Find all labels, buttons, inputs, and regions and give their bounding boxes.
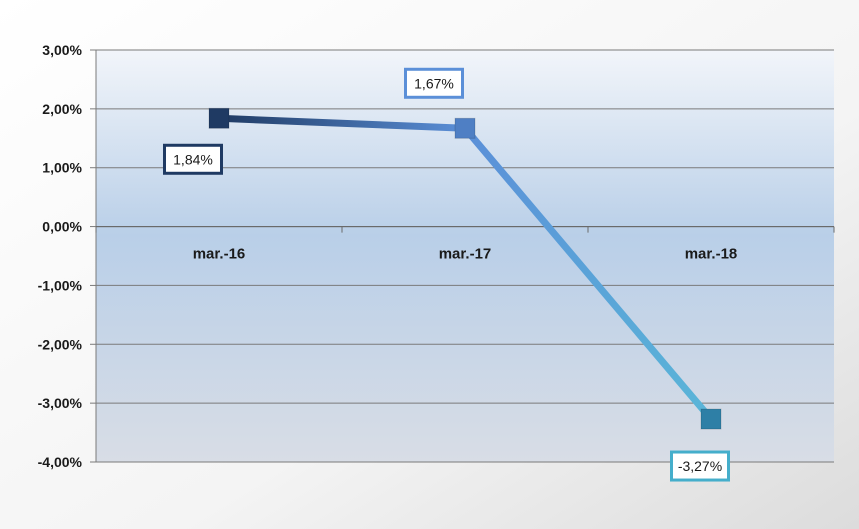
series-points	[208, 107, 722, 430]
y-tick-label: -3,00%	[38, 395, 83, 411]
data-label-text: -3,27%	[678, 458, 722, 474]
y-tick-label: 2,00%	[42, 101, 82, 117]
data-label: 1,67%	[404, 67, 464, 99]
data-label-box	[163, 143, 223, 175]
data-label: 1,84%	[163, 143, 223, 175]
data-labels: 1,84% 1,67% -3,27%	[163, 67, 730, 482]
data-label-box	[404, 67, 464, 99]
data-label-text: 1,84%	[173, 151, 213, 167]
y-tick-label: 0,00%	[42, 219, 82, 235]
series-line-segment	[215, 114, 469, 132]
x-tick-label: mar.-17	[439, 246, 492, 263]
y-tick-label: 1,00%	[42, 160, 82, 176]
y-tick-label: 3,00%	[42, 42, 82, 58]
y-tick-label: -4,00%	[38, 454, 83, 470]
data-label: -3,27%	[670, 450, 730, 482]
x-tick-label: mar.-18	[685, 246, 738, 263]
series-line	[215, 114, 715, 423]
data-label-box	[670, 450, 730, 482]
y-tick-label: -2,00%	[38, 336, 83, 352]
x-axis: mar.-16 mar.-17 mar.-18	[95, 225, 835, 263]
x-tick-label: mar.-16	[193, 246, 246, 263]
data-label-text: 1,67%	[414, 75, 454, 91]
data-point-marker	[208, 107, 230, 129]
data-point-marker	[700, 408, 722, 430]
y-axis: 3,00% 2,00% 1,00% 0,00% -1,00% -2,00% -3,00% -4…	[38, 42, 97, 470]
data-point-marker	[454, 117, 476, 139]
series-line-segment	[461, 124, 715, 423]
y-tick-label: -1,00%	[38, 277, 83, 293]
